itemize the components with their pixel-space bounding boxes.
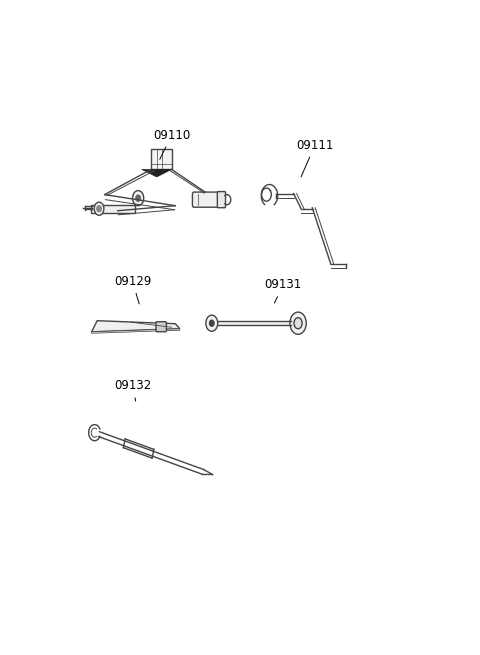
Circle shape [290,312,306,334]
Text: 09129: 09129 [114,275,151,304]
Circle shape [132,191,144,206]
Circle shape [206,315,218,331]
FancyBboxPatch shape [192,192,219,207]
Polygon shape [92,321,180,332]
Text: 09132: 09132 [114,379,151,401]
Circle shape [94,202,104,215]
Text: 09110: 09110 [153,128,190,159]
Text: 09111: 09111 [296,139,334,177]
Bar [151,149,172,170]
FancyBboxPatch shape [217,191,226,208]
Bar [213,321,290,326]
Text: 09131: 09131 [264,278,302,303]
FancyBboxPatch shape [91,205,135,214]
Polygon shape [92,329,180,333]
FancyBboxPatch shape [156,322,167,332]
Circle shape [294,318,302,329]
Polygon shape [142,170,172,177]
Circle shape [136,195,140,201]
Circle shape [210,320,214,326]
Circle shape [97,206,101,212]
